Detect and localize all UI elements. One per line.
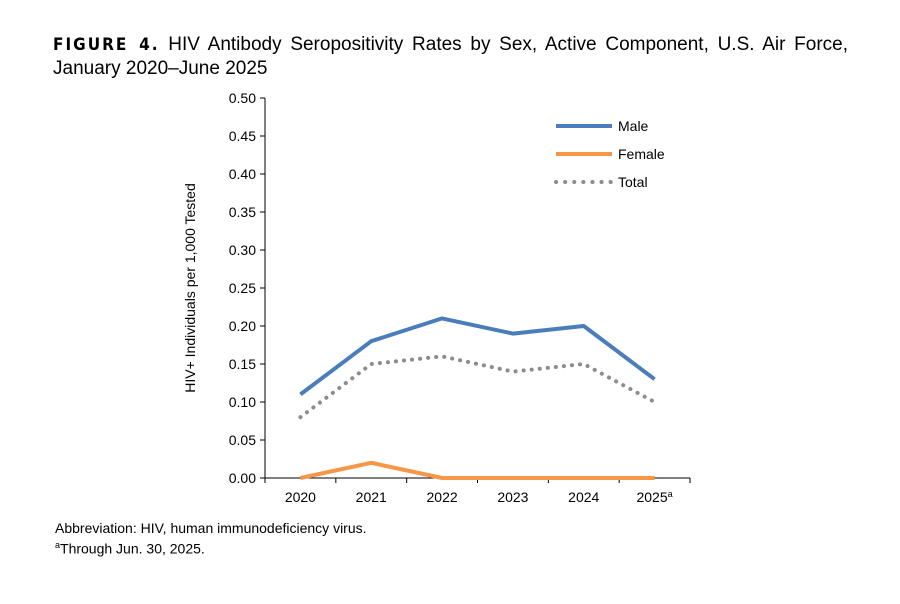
legend-label-male: Male xyxy=(618,118,649,134)
x-tick-label: 2020 xyxy=(285,489,316,505)
y-tick-label: 0.45 xyxy=(229,128,256,144)
x-tick-label: 2022 xyxy=(427,489,458,505)
series-line-male xyxy=(299,316,656,396)
y-tick-label: 0.35 xyxy=(229,204,256,220)
y-tick-label: 0.40 xyxy=(229,166,256,182)
x-tick-label: 2025a xyxy=(636,489,672,505)
y-tick-label: 0.00 xyxy=(229,470,256,486)
y-tick-label: 0.50 xyxy=(229,90,256,106)
figure-title-text: HIV Antibody Seropositivity Rates by Sex… xyxy=(53,34,849,79)
x-tick-label: 2024 xyxy=(568,489,599,505)
y-tick-label: 0.30 xyxy=(229,242,256,258)
legend-label-female: Female xyxy=(618,146,665,162)
series-line-female xyxy=(299,460,655,480)
y-tick-label: 0.25 xyxy=(229,280,256,296)
y-tick-label: 0.10 xyxy=(229,394,256,410)
y-tick-label: 0.15 xyxy=(229,356,256,372)
footnote-text: Through Jun. 30, 2025. xyxy=(60,540,205,557)
footnote-mark: a xyxy=(55,540,61,550)
abbreviation-note: Abbreviation: HIV, human immunodeficienc… xyxy=(55,520,367,536)
y-axis-label: HIV+ Individuals per 1,000 Tested xyxy=(182,183,198,393)
figure-label: FIGURE 4. xyxy=(53,35,160,55)
legend-label-total: Total xyxy=(618,174,648,190)
x-tick-label: 2023 xyxy=(497,489,528,505)
series-line-total xyxy=(298,354,657,420)
y-tick-label: 0.05 xyxy=(229,432,256,448)
figure-title: FIGURE 4. HIV Antibody Seropositivity Ra… xyxy=(53,33,848,80)
footnote: aThrough Jun. 30, 2025. xyxy=(55,540,205,557)
y-tick-label: 0.20 xyxy=(229,318,256,334)
x-tick-label: 2021 xyxy=(356,489,387,505)
